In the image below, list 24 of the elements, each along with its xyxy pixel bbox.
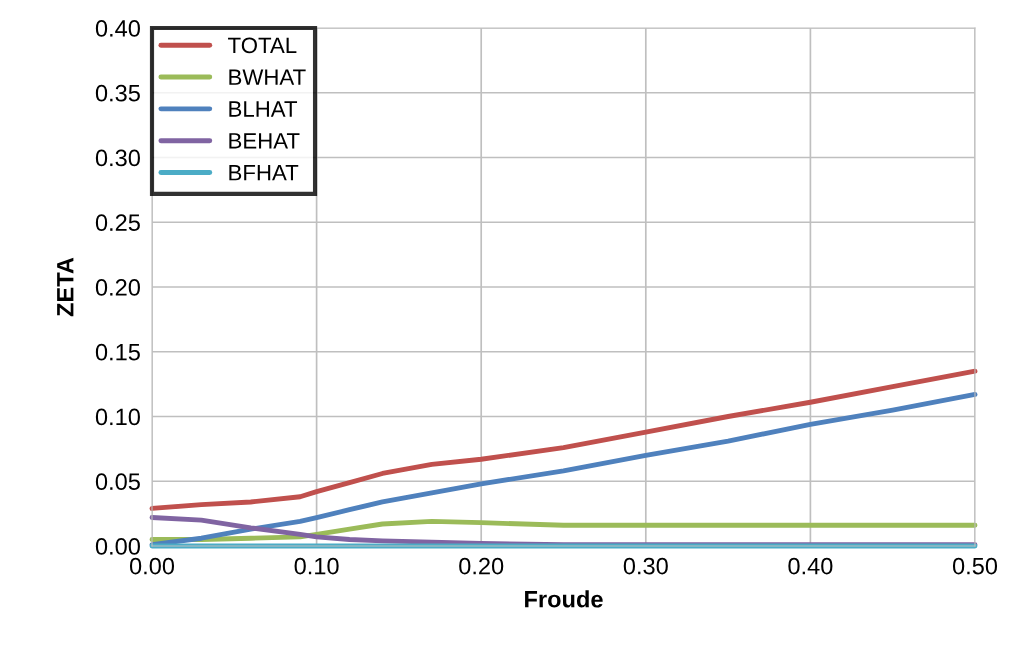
y-tick-label: 0.35 xyxy=(95,84,140,102)
y-tick-label: 0.05 xyxy=(95,473,140,491)
x-tick-label: 0.10 xyxy=(294,557,339,575)
y-tick-label: 0.00 xyxy=(95,538,140,555)
x-tick-label: 0.00 xyxy=(129,557,175,575)
legend-label: BEHAT xyxy=(229,133,300,149)
y-axis-title: ZETA xyxy=(57,257,74,317)
y-tick-label: 0.20 xyxy=(95,279,140,296)
x-tick-label: 0.30 xyxy=(623,557,668,575)
legend-label: BWHAT xyxy=(229,69,306,85)
y-tick-label: 0.25 xyxy=(95,214,140,232)
y-tick-label: 0.40 xyxy=(95,20,140,37)
x-axis-title: Froude xyxy=(525,590,603,608)
y-tick-label: 0.10 xyxy=(95,408,140,426)
x-tick-label: 0.20 xyxy=(459,557,504,575)
line-series xyxy=(149,518,978,542)
y-tick-label: 0.30 xyxy=(95,149,140,167)
legend-label: BFHAT xyxy=(229,165,299,181)
legend-label: BLHAT xyxy=(229,101,298,117)
legend-label: TOTAL xyxy=(228,37,297,54)
x-tick-label: 0.40 xyxy=(788,557,833,575)
line-series xyxy=(149,368,978,511)
y-tick-label: 0.15 xyxy=(95,343,140,361)
x-tick-label: 0.50 xyxy=(952,557,998,575)
